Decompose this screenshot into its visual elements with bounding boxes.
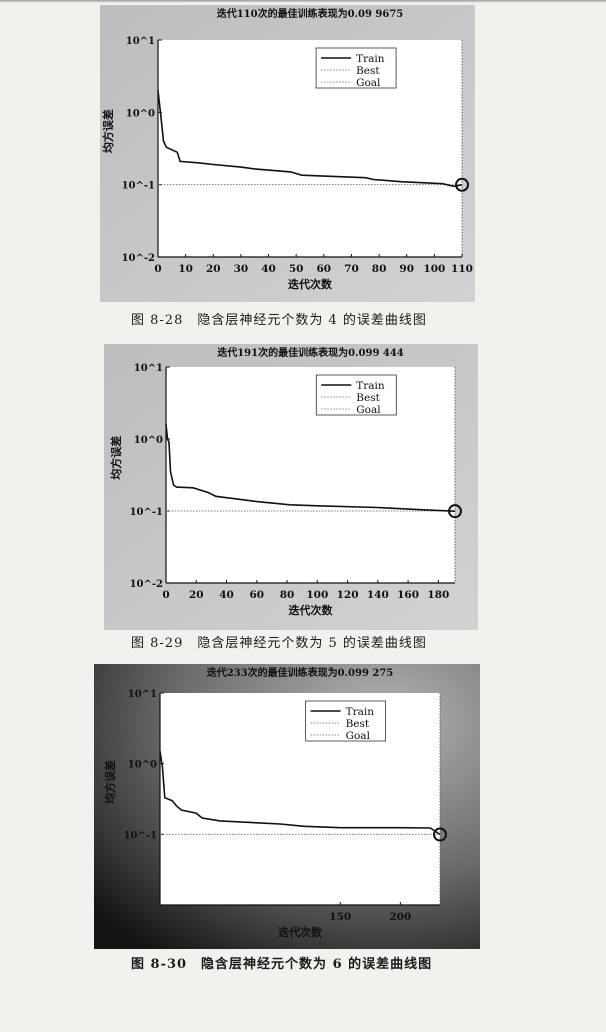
- figure-8-30-chart: 迭代233次的最佳训练表现为0.099 275 10^1 10^0 10^-1 150 2…: [94, 664, 480, 949]
- train-line: [159, 751, 441, 836]
- x-tick-label: 20: [206, 263, 221, 275]
- x-tick-label: 120: [337, 589, 359, 601]
- train-line: [165, 424, 456, 512]
- legend-label-best: Best: [356, 392, 380, 404]
- x-tick-label: 200: [389, 911, 411, 923]
- legend-label-train: Train: [356, 53, 385, 65]
- legend-label-best: Best: [356, 65, 380, 77]
- x-tick-label: 100: [306, 589, 328, 601]
- figure-8-29-caption: 图 8-29 隐含层神经元个数为 5 的误差曲线图: [131, 636, 427, 651]
- figure-8-28-chart: 迭代110次的最佳训练表现为0.09 9675 10^1 10^0 10^-1 10^-…: [100, 5, 475, 302]
- best-point-marker: [455, 177, 469, 192]
- legend-box: [315, 374, 397, 416]
- x-tick-label: 40: [219, 589, 234, 601]
- x-tick-label: 10: [178, 263, 193, 275]
- y-axis-label: 均方误差: [101, 109, 115, 153]
- plot-area: [166, 367, 455, 583]
- train-line: [157, 90, 463, 188]
- best-point-marker: [433, 827, 447, 842]
- x-tick-label: 20: [189, 589, 204, 601]
- legend-label-goal: Goal: [356, 77, 381, 89]
- x-tick-label: 60: [249, 589, 264, 601]
- x-tick-label: 50: [289, 263, 304, 275]
- x-tick-label: 30: [234, 263, 249, 275]
- legend-label-best: Best: [346, 718, 370, 730]
- y-tick-label: 10^-1: [124, 830, 157, 841]
- chart-title: 迭代110次的最佳训练表现为0.09 9675: [217, 7, 404, 20]
- figure-8-30-caption: 图 8-30 隐含层神经元个数为 6 的误差曲线图: [131, 957, 433, 972]
- x-tick-label: 90: [399, 263, 414, 275]
- x-axis-label: 迭代次数: [288, 277, 333, 291]
- x-tick-label: 0: [154, 263, 161, 275]
- x-tick-label: 180: [427, 589, 449, 601]
- legend-box: [315, 47, 397, 89]
- y-tick-label: 10^-1: [130, 507, 163, 518]
- y-tick-label: 10^-1: [122, 181, 155, 192]
- y-tick-label: 10^1: [134, 363, 163, 374]
- x-tick-label: 100: [423, 263, 445, 275]
- x-tick-label: 110: [451, 263, 473, 275]
- x-tick-label: 80: [372, 263, 387, 275]
- x-tick-label: 80: [280, 589, 295, 601]
- x-tick-label: 40: [261, 263, 276, 275]
- x-tick-label: 60: [317, 263, 332, 275]
- legend-label-train: Train: [346, 706, 375, 718]
- x-tick-label: 160: [397, 589, 419, 601]
- best-point-marker: [448, 504, 462, 519]
- plot-area: [158, 40, 462, 257]
- y-tick-label: 10^0: [134, 435, 163, 446]
- y-axis-label: 均方误差: [109, 436, 123, 480]
- chart-title: 迭代233次的最佳训练表现为0.099 275: [207, 666, 394, 679]
- legend-label-goal: Goal: [356, 404, 381, 416]
- figure-8-29-chart: 迭代191次的最佳训练表现为0.099 444 10^1 10^0 10^-1 10^-…: [104, 344, 478, 630]
- x-axis-label: 迭代次数: [289, 603, 334, 617]
- y-tick-label: 10^0: [126, 108, 155, 119]
- figure-8-28-caption: 图 8-28 隐含层神经元个数为 4 的误差曲线图: [131, 313, 427, 328]
- plot-area: [160, 693, 440, 905]
- x-axis-label: 迭代次数: [278, 925, 323, 939]
- y-tick-label: 10^-2: [130, 579, 163, 590]
- x-tick-label: 0: [162, 589, 169, 601]
- x-tick-label: 70: [344, 263, 359, 275]
- page-top-edge: [0, 0, 606, 3]
- y-tick-label: 10^0: [128, 760, 157, 771]
- legend-box: [305, 700, 387, 742]
- y-tick-label: 10^-2: [122, 253, 155, 264]
- y-axis-label: 均方误差: [103, 760, 117, 804]
- x-tick-label: 150: [329, 911, 351, 923]
- legend-label-goal: Goal: [346, 730, 371, 742]
- chart-title: 迭代191次的最佳训练表现为0.099 444: [217, 346, 404, 359]
- legend-label-train: Train: [356, 380, 385, 392]
- x-tick-label: 140: [367, 589, 389, 601]
- y-tick-label: 10^1: [126, 36, 155, 47]
- y-tick-label: 10^1: [128, 689, 157, 700]
